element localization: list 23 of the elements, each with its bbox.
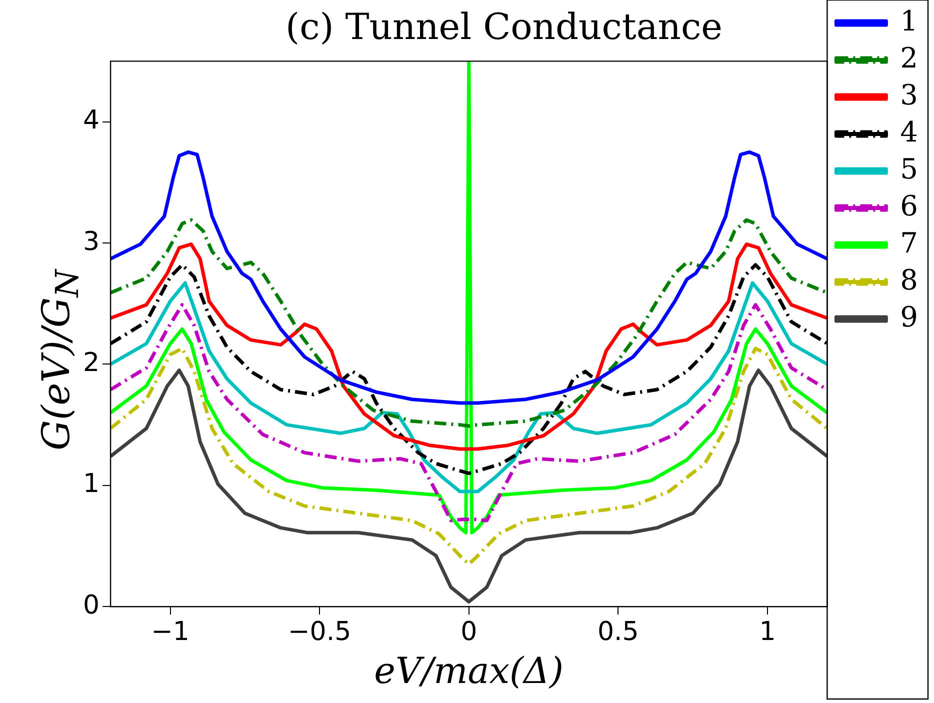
x-tick-label: −0.5 bbox=[288, 616, 352, 647]
x-tick-label: −1 bbox=[151, 616, 190, 647]
x-tick-label: 0.5 bbox=[597, 616, 639, 647]
y-tick-label: 3 bbox=[82, 226, 100, 257]
legend-label: 9 bbox=[900, 300, 918, 334]
legend-label: 7 bbox=[900, 226, 918, 260]
y-tick-label: 2 bbox=[82, 348, 100, 378]
x-tick-label: 1 bbox=[759, 616, 776, 647]
x-tick-label: 0 bbox=[460, 616, 478, 647]
legend-label: 1 bbox=[900, 4, 918, 38]
y-tick-label: 4 bbox=[82, 106, 100, 136]
chart-title: (c) Tunnel Conductance bbox=[286, 6, 722, 48]
x-axis-title: eV/max(Δ) bbox=[374, 650, 564, 692]
legend-label: 3 bbox=[900, 78, 918, 112]
line-series bbox=[110, 218, 828, 428]
legend-label: 6 bbox=[900, 189, 918, 222]
y-tick-label: 0 bbox=[82, 590, 100, 620]
legend-label: 5 bbox=[900, 152, 918, 186]
legend-label: 8 bbox=[900, 263, 918, 296]
legend-label: 4 bbox=[900, 115, 918, 148]
line-series bbox=[110, 346, 828, 566]
legend-label: 2 bbox=[900, 41, 918, 74]
y-tick-label: 1 bbox=[82, 469, 100, 500]
